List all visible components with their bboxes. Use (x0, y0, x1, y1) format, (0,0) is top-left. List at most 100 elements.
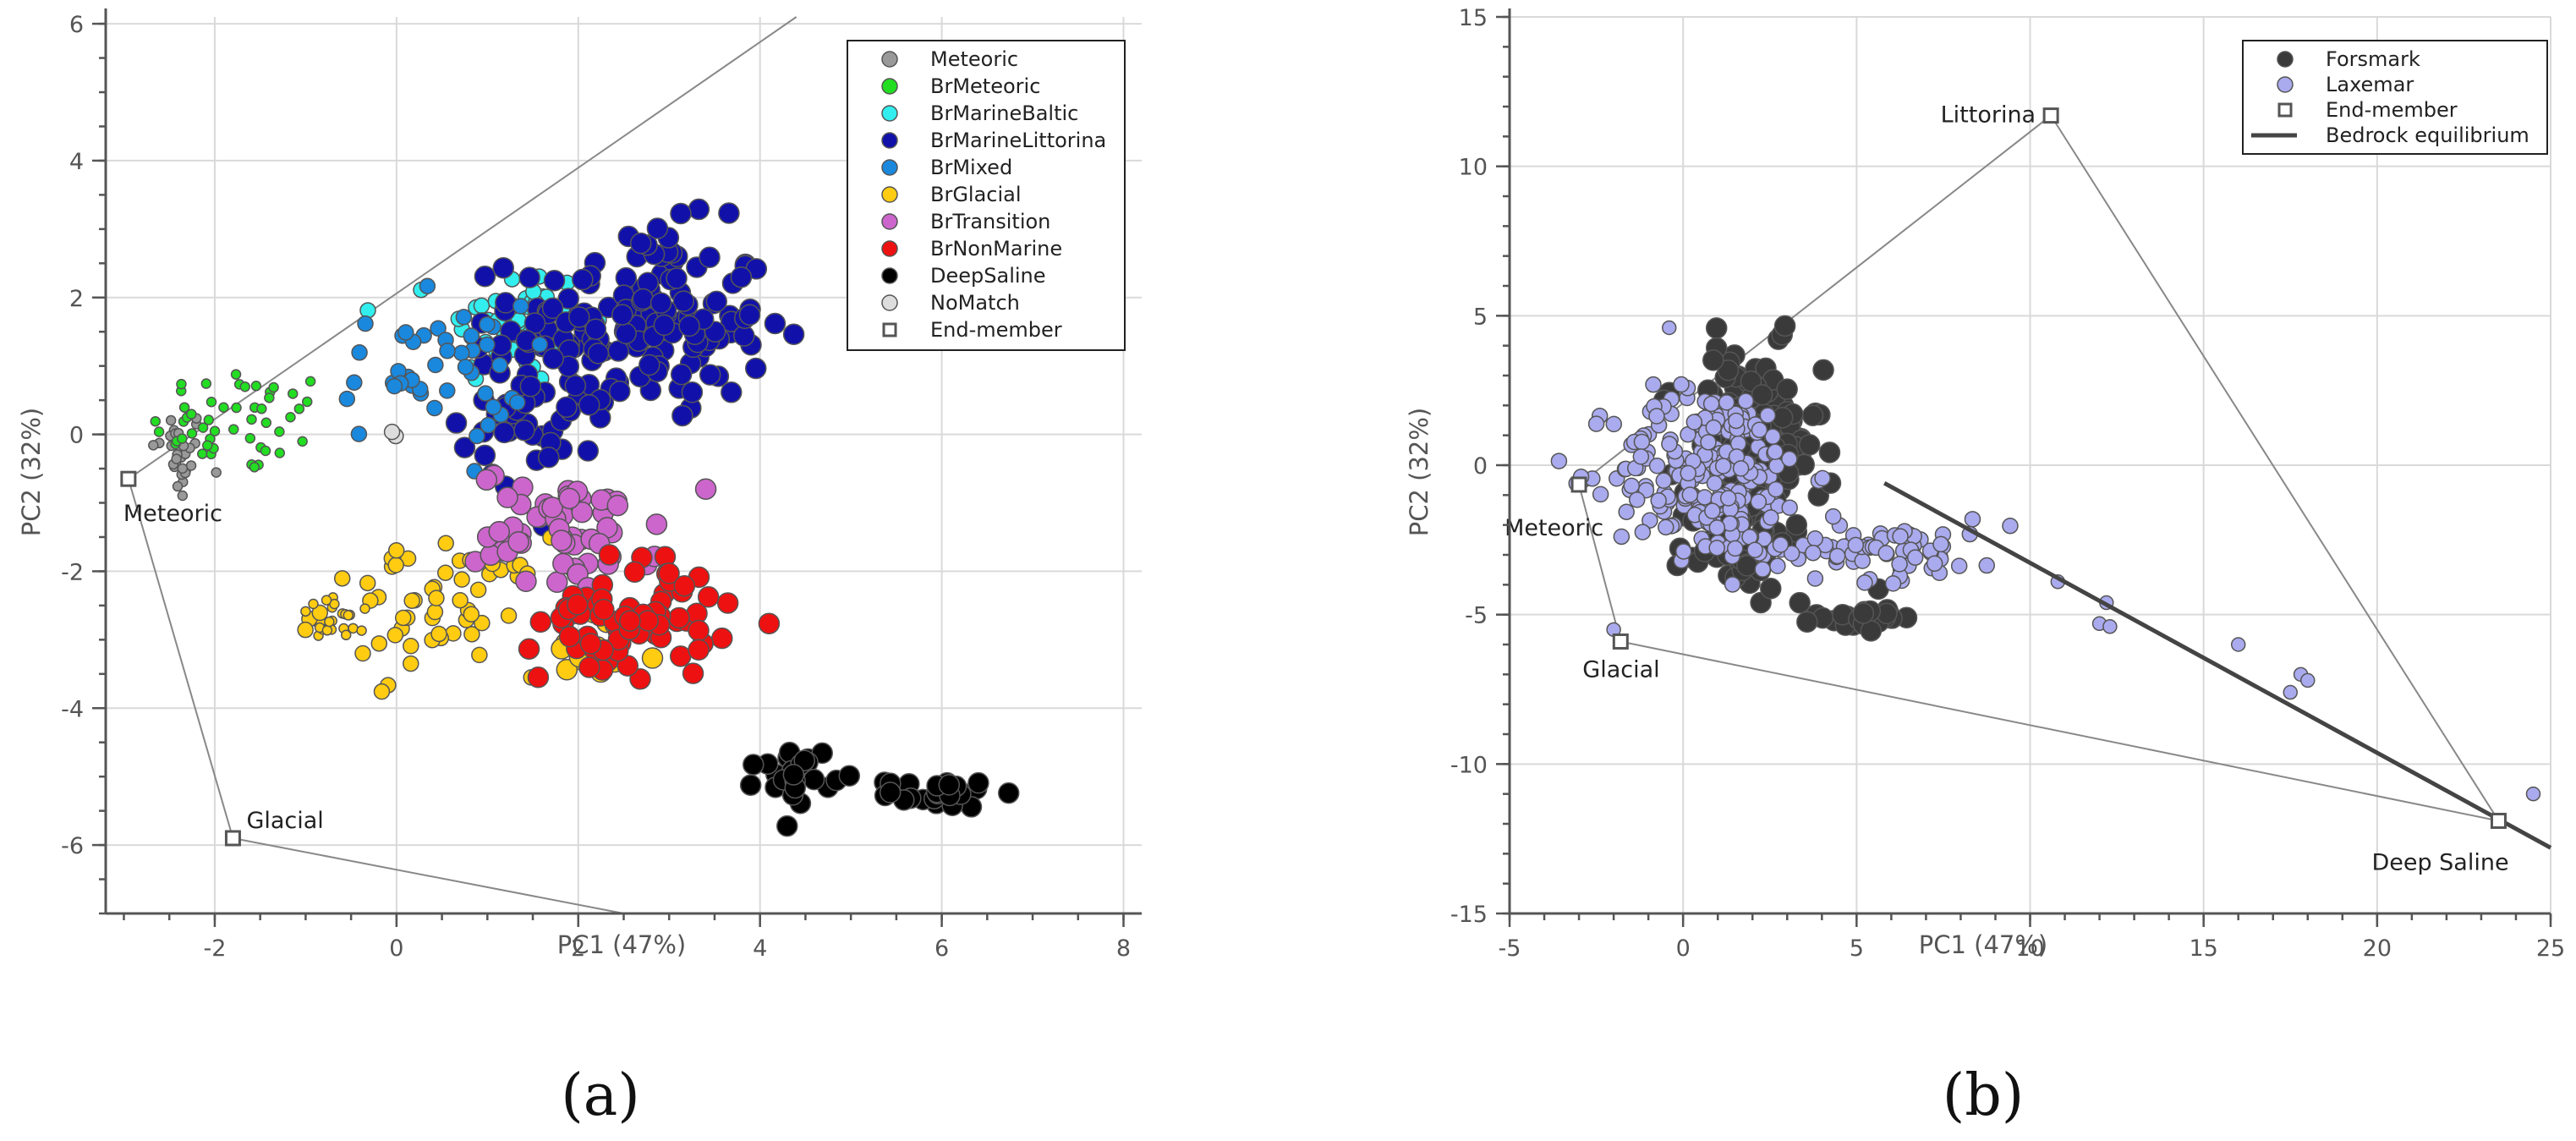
legend-marker-deepsaline (881, 267, 898, 284)
panel-a-point-brmixed (350, 425, 368, 442)
panel-b-point-laxemar (1877, 545, 1895, 562)
panel-a-point-brglacial (300, 606, 311, 617)
panel-a-point-brnonmarine (711, 627, 733, 650)
panel-b-point-laxemar (1781, 499, 1798, 516)
panel-a-series-brmeteoric (150, 369, 316, 473)
panel-a-point-brmarinelittorina (666, 267, 688, 289)
panel-b-point-laxemar (2230, 637, 2246, 652)
panel-a-point-brmarinelittorina (718, 202, 740, 224)
panel-a-point-brtransition (541, 496, 563, 518)
panel-a-point-brglacial (403, 655, 419, 672)
panel-b-mixing-line (2050, 115, 2500, 822)
panel-a-point-brmarinelittorina (653, 314, 676, 337)
panel-b-point-laxemar (1673, 376, 1690, 393)
panel-b-point-laxemar (1762, 509, 1779, 526)
panel-b-point-forsmark (1812, 359, 1834, 381)
legend-label-brnonmarine: BrNonMarine (930, 237, 1062, 261)
panel-a-point-brmeteoric (256, 403, 267, 414)
panel-a-point-brmeteoric (239, 381, 250, 392)
panel-a-mixing-line (128, 16, 797, 480)
panel-b-point-laxemar (1724, 576, 1741, 593)
panel-a-point-brmarinelittorina (572, 268, 594, 291)
panel-a-point-brtransition (496, 486, 518, 508)
panel-a-point-brmarinelittorina (639, 354, 660, 376)
panel-a-point-brmixed (491, 357, 508, 374)
panel-b-point-laxemar (1681, 486, 1699, 503)
panel-a-point-brmarinelittorina (577, 440, 600, 462)
panel-a-x-tick-label: -2 (203, 935, 226, 962)
panel-b-point-laxemar (1814, 469, 1831, 487)
panel-b-point-laxemar (1719, 490, 1737, 507)
panel-b-point-forsmark (1705, 317, 1728, 339)
panel-a-point-brglacial (333, 570, 351, 587)
panel-a-point-brmarinelittorina (584, 318, 607, 340)
panel-a-point-brmixed (386, 377, 403, 395)
panel-b-point-laxemar (1950, 557, 1968, 574)
panel-a-point-brglacial (426, 603, 444, 621)
end-member-label-glacial: Glacial (246, 808, 323, 834)
panel-a-point-brtransition (571, 501, 594, 524)
panel-b-point-laxemar (1658, 518, 1674, 536)
panel-a-point-brmixed (477, 385, 494, 402)
panel-b-y-tick-label: 5 (1473, 304, 1488, 330)
panel-b-point-laxemar (1642, 512, 1658, 529)
legend-marker-meteoric (881, 51, 898, 68)
panel-a-point-brmarinelittorina (453, 436, 476, 458)
panel-b-point-laxemar (1702, 395, 1720, 413)
panel-a-point-brglacial (348, 623, 359, 634)
panel-b-end-members: Littorina Meteoric Glacial Deep Saline (1504, 102, 2509, 876)
panel-b-point-laxemar (1675, 543, 1692, 560)
panel-a-point-brmarinebaltic (473, 297, 491, 315)
panel-a-point-brtransition (475, 469, 498, 491)
panel-b-point-laxemar (1737, 392, 1755, 409)
panel-a-point-brglacial (471, 646, 488, 664)
panel-b-point-forsmark (1818, 442, 1841, 464)
panel-b-point-forsmark (1717, 359, 1740, 381)
panel-a-point-brmarinelittorina (493, 421, 516, 444)
end-member-marker-littorina (2042, 107, 2059, 124)
legend-label-laxemar: Laxemar (2326, 73, 2414, 96)
panel-a-axes: -2 0 2 4 6 8 -6 -4 -2 0 2 4 6 (61, 8, 1142, 962)
panel-a-point-brmarinelittorina (518, 266, 540, 288)
panel-b-point-laxemar (2283, 684, 2298, 700)
legend-marker-brmixed (881, 159, 898, 176)
panel-b-point-laxemar (1932, 535, 1949, 553)
panel-a-point-brglacial (452, 591, 469, 609)
panel-a-point-brnonmarine (668, 606, 690, 629)
end-member-marker-glacial (224, 830, 241, 847)
panel-a-point-brnonmarine (579, 633, 602, 655)
panel-a-point-brmixed (427, 356, 444, 374)
panel-a-point-brnonmarine (682, 662, 704, 684)
panel-a-point-brmarinelittorina (543, 270, 566, 292)
panel-a-point-brmeteoric (301, 396, 313, 408)
panel-a-point-brmixed (439, 343, 456, 359)
panel-b-bedrock-equilibrium-line (1883, 481, 2552, 850)
panel-a-point-brmarinelittorina (730, 266, 753, 288)
panel-a-point-brtransition (694, 478, 717, 500)
panel-a-point-brglacial (403, 638, 419, 655)
panel-a-point-brmixed (455, 309, 473, 326)
legend-label-forsmark: Forsmark (2326, 47, 2420, 71)
panel-a-point-deepsaline (967, 771, 989, 794)
panel-a-point-brglacial (641, 647, 664, 669)
panel-b-scatter-chart: Littorina Meteoric Glacial Deep Saline -5 0 5… (1405, 5, 2565, 1129)
panel-b-y-tick-label: -10 (1450, 752, 1488, 778)
panel-b-point-laxemar (2525, 786, 2541, 802)
panel-b-point-laxemar (2102, 619, 2118, 634)
panel-a-point-brmeteoric (201, 440, 213, 451)
panel-b-point-laxemar (1685, 414, 1703, 431)
panel-b-point-laxemar (1633, 433, 1651, 451)
panel-b-point-laxemar (1978, 557, 1996, 574)
panel-b-point-laxemar (1769, 557, 1786, 574)
panel-a-point-brmeteoric (206, 396, 217, 408)
panel-a-point-brmixed (351, 344, 368, 361)
panel-a-point-brmarinelittorina (445, 412, 468, 434)
panel-a-point-brmarinelittorina (578, 393, 600, 416)
panel-b-point-forsmark (1760, 577, 1782, 600)
panel-b-point-laxemar (1828, 547, 1846, 565)
panel-a-point-brmarinelittorina (556, 396, 578, 419)
panel-a-point-brnonmarine (527, 666, 550, 688)
panel-b-point-laxemar (1587, 415, 1605, 432)
